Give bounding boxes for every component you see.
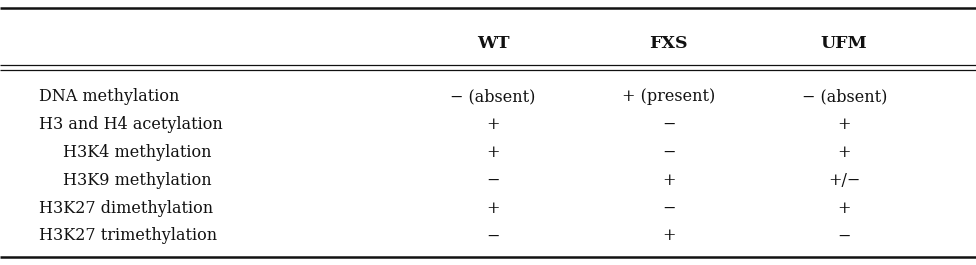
Text: +: +	[837, 116, 851, 133]
Text: +: +	[486, 116, 500, 133]
Text: UFM: UFM	[821, 35, 868, 52]
Text: +: +	[662, 172, 675, 189]
Text: +: +	[837, 200, 851, 217]
Text: +: +	[486, 200, 500, 217]
Text: DNA methylation: DNA methylation	[39, 88, 180, 105]
Text: −: −	[662, 144, 675, 161]
Text: −: −	[486, 227, 500, 244]
Text: H3K27 dimethylation: H3K27 dimethylation	[39, 200, 213, 217]
Text: −: −	[662, 116, 675, 133]
Text: H3K27 trimethylation: H3K27 trimethylation	[39, 227, 218, 244]
Text: FXS: FXS	[649, 35, 688, 52]
Text: H3K9 methylation: H3K9 methylation	[63, 172, 212, 189]
Text: −: −	[662, 200, 675, 217]
Text: − (absent): − (absent)	[801, 88, 887, 105]
Text: +: +	[662, 227, 675, 244]
Text: +: +	[486, 144, 500, 161]
Text: H3 and H4 acetylation: H3 and H4 acetylation	[39, 116, 223, 133]
Text: +/−: +/−	[828, 172, 861, 189]
Text: +: +	[837, 144, 851, 161]
Text: + (present): + (present)	[622, 88, 715, 105]
Text: H3K4 methylation: H3K4 methylation	[63, 144, 212, 161]
Text: − (absent): − (absent)	[450, 88, 536, 105]
Text: −: −	[486, 172, 500, 189]
Text: −: −	[837, 227, 851, 244]
Text: WT: WT	[476, 35, 509, 52]
